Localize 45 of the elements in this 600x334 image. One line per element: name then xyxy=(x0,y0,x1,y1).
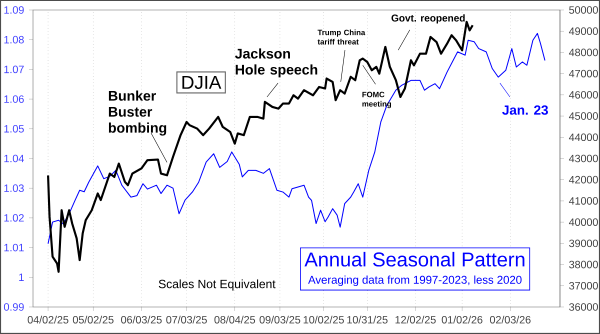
y2-tick-label: 39000 xyxy=(569,240,598,248)
y2-tick-label: 47000 xyxy=(568,70,598,78)
y-tick-label: 1.04 xyxy=(4,154,24,162)
y-tick-label: 1.05 xyxy=(4,125,24,133)
annotation: Averaging data from 1997-2023, less 2020 xyxy=(308,275,522,286)
x-tick-label: 06/03/25 xyxy=(121,316,162,324)
y-tick-label: 1.03 xyxy=(4,184,24,192)
annotation: Jackson Hole speech xyxy=(235,48,318,78)
y2-tick-label: 41000 xyxy=(568,197,598,205)
series-label: Annual Seasonal Pattern xyxy=(304,252,524,267)
y-tick-label: 1.07 xyxy=(4,66,24,74)
y2-tick-label: 45000 xyxy=(568,112,598,120)
y2-tick-label: 37000 xyxy=(569,282,598,290)
y-tick-label: 1.02 xyxy=(4,214,24,222)
y2-tick-label: 48000 xyxy=(568,48,598,56)
x-tick-label: 10/02/25 xyxy=(304,316,344,324)
x-tick-label: 04/02/25 xyxy=(28,316,68,324)
x-tick-label: 10/31/25 xyxy=(347,316,388,324)
y2-tick-label: 44000 xyxy=(568,134,598,142)
y2-tick-label: 36000 xyxy=(569,303,598,311)
x-tick-label: 09/03/25 xyxy=(260,316,300,324)
series-label: DJIA xyxy=(182,76,222,89)
y-tick-label: 1.08 xyxy=(4,36,24,44)
x-tick-label: 01/02/26 xyxy=(442,316,482,324)
x-tick-label: 12/02/25 xyxy=(396,316,436,324)
y2-tick-label: 46000 xyxy=(568,91,598,99)
annotation: Jan. 23 xyxy=(502,105,548,115)
annotation: Scales Not Equivalent xyxy=(158,279,276,291)
y-tick-label: 1.01 xyxy=(4,244,24,252)
annotation: Govt. reopened xyxy=(392,14,465,24)
y2-tick-label: 50000 xyxy=(569,6,598,14)
x-tick-label: 07/03/25 xyxy=(166,316,207,324)
annotation: Bunker Buster bombing xyxy=(108,90,166,136)
y-tick-label: 1.09 xyxy=(4,6,24,14)
y-tick-label: 1 xyxy=(19,274,24,281)
x-tick-label: 05/02/25 xyxy=(72,316,114,324)
x-tick-label: 02/03/26 xyxy=(490,316,531,324)
y-tick-label: 1.06 xyxy=(4,95,24,103)
y-tick-label: 0.99 xyxy=(4,303,24,311)
x-tick-label: 08/04/25 xyxy=(214,316,256,324)
y2-tick-label: 40000 xyxy=(568,218,598,226)
y2-tick-label: 42000 xyxy=(568,176,598,184)
y2-tick-label: 38000 xyxy=(569,260,598,268)
y2-tick-label: 49000 xyxy=(568,27,598,35)
y2-tick-label: 43000 xyxy=(568,154,598,162)
